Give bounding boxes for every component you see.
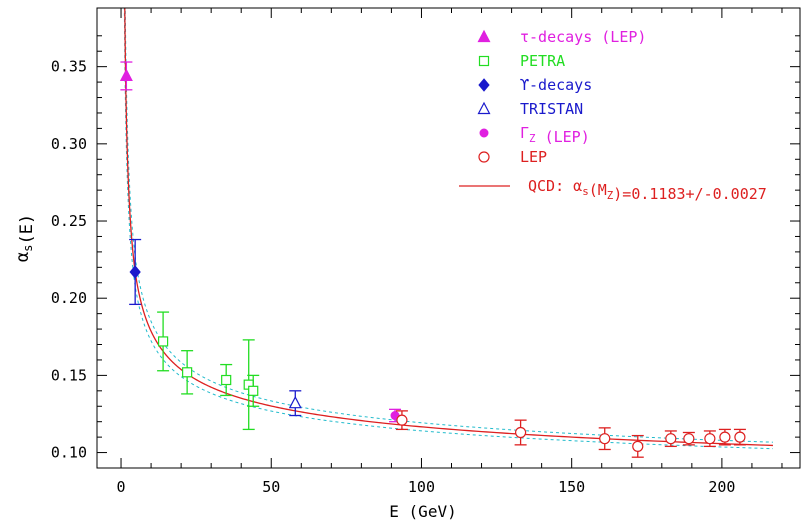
y-axis-label-text: αs(E) (13, 214, 37, 262)
series-3 (288, 390, 302, 417)
x-axis-label: E (GeV) (389, 502, 456, 521)
data-point (683, 433, 695, 445)
data-point (719, 431, 731, 443)
y-tick-label: 0.30 (51, 135, 87, 153)
legend-entry: LEP (478, 148, 547, 166)
data-point (157, 336, 169, 347)
legend-entry: PETRA (478, 52, 565, 70)
data-point (665, 433, 677, 445)
y-tick-label: 0.10 (51, 444, 87, 462)
series-1 (157, 311, 260, 431)
data-point (515, 426, 527, 439)
legend-entry: ΓZ (LEP) (479, 124, 590, 146)
data-point (704, 433, 716, 445)
fit-band-lower (123, 8, 773, 450)
data-point (129, 265, 141, 279)
x-tick-label: 150 (558, 478, 585, 496)
legend-label: PETRA (520, 52, 565, 70)
y-tick-label: 0.15 (51, 366, 87, 384)
plot-area (119, 8, 773, 458)
data-point (182, 367, 193, 378)
series-0 (119, 61, 133, 91)
legend: τ-decays (LEP) PETRA ϒ-decays TRISTAN ΓZ (LE… (459, 28, 767, 203)
legend-label: τ-decays (LEP) (520, 28, 646, 46)
legend-label: LEP (520, 148, 547, 166)
fit-curves (123, 8, 773, 450)
y-tick-label: 0.20 (51, 289, 87, 307)
data-point (396, 414, 408, 426)
legend-label: TRISTAN (520, 100, 583, 118)
legend-marker (478, 151, 490, 163)
data-point (632, 440, 644, 452)
fit-curve (124, 8, 773, 447)
legend-marker (478, 78, 490, 92)
legend-entry: ϒ-decays (478, 76, 592, 94)
data-point (119, 68, 133, 82)
series-2 (129, 238, 142, 306)
plot-frame (96, 7, 801, 469)
x-tick-label: 100 (408, 478, 435, 496)
x-tick-label: 50 (262, 478, 280, 496)
legend-marker (478, 55, 490, 67)
y-axis-label: αs(E) (13, 214, 37, 262)
legend-marker (477, 101, 491, 115)
series-5 (395, 410, 746, 458)
legend-marker (479, 128, 489, 138)
legend-label: ϒ-decays (520, 76, 592, 94)
data-point (221, 374, 232, 386)
legend-fit-label: QCD: αs(MZ)=0.1183+/-0.0027 (528, 177, 767, 203)
x-tick-label: 0 (117, 478, 126, 496)
legend-entry: τ-decays (LEP) (477, 28, 646, 46)
y-tick-label: 0.35 (51, 58, 87, 76)
x-tick-label: 200 (708, 478, 735, 496)
legend-entry: TRISTAN (477, 100, 583, 118)
legend-label: ΓZ (LEP) (520, 124, 590, 146)
data-point (734, 431, 746, 443)
data-point (288, 395, 302, 409)
axes: 0 50 100 150 200 0.10 0.15 0.20 0.25 0.30 0.35 E (G… (13, 7, 801, 521)
y-tick-label: 0.25 (51, 212, 87, 230)
legend-marker (477, 29, 491, 43)
data-point (248, 385, 259, 396)
data-point (599, 433, 611, 445)
